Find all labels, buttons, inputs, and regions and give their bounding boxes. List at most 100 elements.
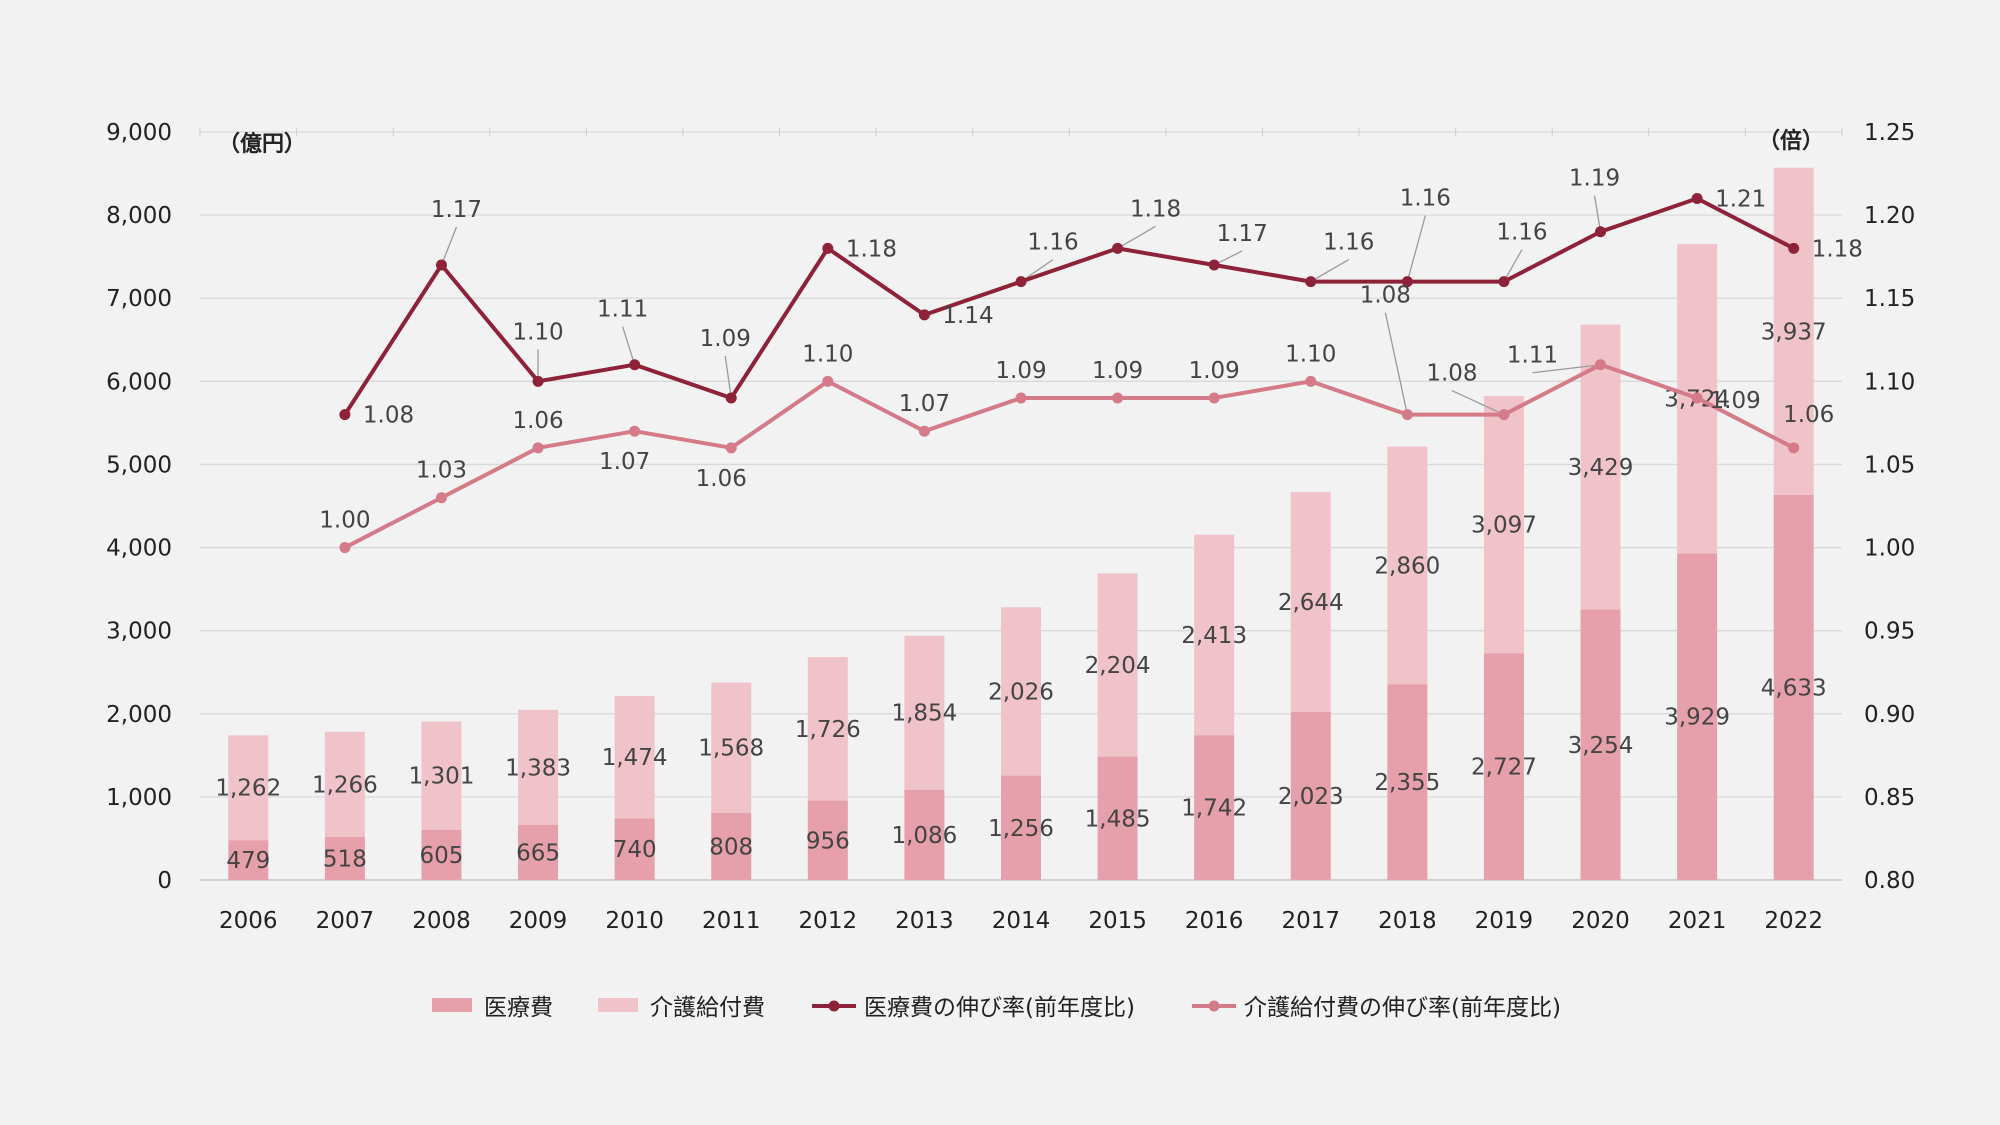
care-growth-label: 1.03 — [416, 458, 467, 484]
care-growth-point — [1691, 392, 1703, 404]
bar-medical-label: 1,256 — [988, 816, 1054, 842]
bar-medical-label: 2,355 — [1374, 770, 1440, 796]
bar-care-benefit — [614, 695, 655, 819]
x-tick-label: 2020 — [1571, 908, 1630, 934]
right-tick-label: 1.25 — [1864, 120, 1915, 146]
left-tick-label: 2,000 — [106, 702, 172, 728]
medical-growth-label: 1.18 — [1130, 196, 1181, 222]
bar-medical-cost — [1677, 553, 1718, 880]
line-series — [339, 192, 1800, 554]
left-tick-label: 8,000 — [106, 203, 172, 229]
bar-medical-cost — [518, 824, 559, 880]
care-growth-point — [1788, 442, 1800, 454]
right-tick-label: 0.95 — [1864, 619, 1915, 645]
bar-medical-label: 2,023 — [1278, 784, 1344, 810]
bar-medical-cost — [1580, 609, 1621, 880]
bar-medical-cost — [807, 800, 848, 880]
right-tick-label: 1.15 — [1864, 286, 1915, 312]
right-tick-label: 0.90 — [1864, 702, 1915, 728]
right-tick-label: 0.80 — [1864, 868, 1915, 894]
legend-label: 介護給付費 — [650, 995, 765, 1021]
x-tick-label: 2013 — [895, 908, 954, 934]
bar-medical-label: 4,633 — [1761, 675, 1827, 701]
bar-care-label: 2,644 — [1278, 590, 1344, 616]
right-tick-label: 1.05 — [1864, 452, 1915, 478]
care-growth-label: 1.08 — [1360, 283, 1411, 309]
medical-growth-point — [1208, 259, 1220, 271]
bar-care-benefit — [1290, 492, 1331, 712]
bar-care-benefit — [324, 731, 365, 837]
care-growth-point — [918, 425, 930, 437]
bar-medical-label: 518 — [323, 846, 367, 872]
bar-care-benefit — [807, 657, 848, 801]
care-growth-label: 1.10 — [802, 341, 853, 367]
legend-item: 医療費 — [432, 995, 553, 1021]
medical-growth-point — [1595, 226, 1607, 238]
leader-line — [1384, 312, 1408, 415]
medical-growth-point — [725, 392, 737, 404]
medical-growth-label: 1.16 — [1027, 230, 1078, 256]
bar-care-label: 1,568 — [698, 736, 764, 762]
bar-care-label: 1,301 — [409, 764, 475, 790]
bar-care-label: 2,860 — [1374, 553, 1440, 579]
care-growth-point — [435, 492, 447, 504]
care-growth-label: 1.08 — [1426, 361, 1477, 387]
medical-growth-label: 1.08 — [363, 403, 414, 429]
bar-medical-cost — [1387, 684, 1428, 880]
bar-care-label: 3,429 — [1568, 455, 1634, 481]
x-tick-label: 2010 — [605, 908, 664, 934]
medical-growth-point — [339, 409, 351, 421]
bar-medical-label: 1,485 — [1085, 806, 1151, 832]
right-tick-label: 0.85 — [1864, 785, 1915, 811]
legend-label: 介護給付費の伸び率(前年度比) — [1244, 995, 1561, 1021]
bar-medical-label: 3,929 — [1664, 705, 1730, 731]
leader-line — [1503, 249, 1523, 282]
line-medical-growth — [343, 196, 1795, 416]
legend-item: 医療費の伸び率(前年度比) — [812, 995, 1135, 1021]
care-growth-label: 1.09 — [1189, 358, 1240, 384]
bar-care-benefit — [904, 635, 945, 790]
x-tick-label: 2021 — [1668, 908, 1727, 934]
legend-item: 介護給付費 — [598, 995, 765, 1021]
medical-growth-label: 1.16 — [1400, 186, 1451, 212]
medical-growth-point — [1498, 276, 1510, 288]
bar-medical-label: 1,742 — [1181, 796, 1247, 822]
medical-growth-point — [1401, 276, 1413, 288]
right-tick-label: 1.00 — [1864, 536, 1915, 562]
bar-care-label: 2,204 — [1085, 653, 1151, 679]
bar-medical-cost — [1290, 711, 1331, 880]
x-tick-label: 2009 — [509, 908, 568, 934]
bar-medical-label: 665 — [516, 840, 560, 866]
line-care-growth — [343, 362, 1795, 550]
care-growth-point — [1305, 375, 1317, 387]
care-growth-point — [1498, 409, 1510, 421]
legend-label: 医療費の伸び率(前年度比) — [864, 995, 1135, 1021]
care-growth-point — [725, 442, 737, 454]
care-growth-point — [1208, 392, 1220, 404]
legend-swatch — [432, 998, 472, 1012]
bar-care-label: 1,726 — [795, 717, 861, 743]
x-tick-label: 2019 — [1475, 908, 1534, 934]
medical-growth-point — [435, 259, 447, 271]
left-tick-label: 3,000 — [106, 619, 172, 645]
leader-line — [622, 326, 636, 365]
care-growth-label: 1.07 — [899, 391, 950, 417]
care-growth-point — [1595, 359, 1607, 371]
bar-care-label: 1,262 — [215, 776, 281, 802]
x-tick-label: 2008 — [412, 908, 471, 934]
bar-medical-cost — [228, 840, 269, 880]
grid-lines — [199, 128, 1843, 881]
medical-growth-point — [822, 242, 834, 254]
care-growth-label: 1.09 — [995, 358, 1046, 384]
medical-growth-point — [1112, 242, 1124, 254]
medical-growth-label: 1.21 — [1715, 186, 1766, 212]
bar-care-label: 2,026 — [988, 679, 1054, 705]
left-tick-label: 9,000 — [106, 120, 172, 146]
medical-growth-point — [532, 375, 544, 387]
legend: 医療費 介護給付費 医療費の伸び率(前年度比) 介護給付費の伸び率(前年度比) — [432, 995, 1561, 1021]
care-growth-point — [1112, 392, 1124, 404]
care-growth-point — [822, 375, 834, 387]
bar-medical-cost — [904, 789, 945, 880]
medical-growth-label: 1.16 — [1323, 230, 1374, 256]
medical-growth-point — [1305, 276, 1317, 288]
